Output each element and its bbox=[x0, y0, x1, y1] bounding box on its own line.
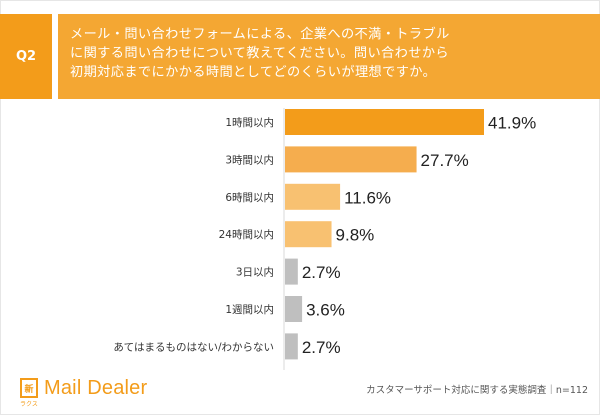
question-line-1: メール・問い合わせフォームによる、企業への不満・トラブル bbox=[70, 27, 450, 42]
category-label: 24時間以内 bbox=[219, 228, 274, 241]
question-line-2: に関する問い合わせについて教えてください。問い合わせから bbox=[70, 46, 449, 61]
bar bbox=[285, 109, 484, 135]
bar bbox=[285, 146, 417, 173]
question-text: メール・問い合わせフォームによる、企業への不満・トラブル に関する問い合わせにつ… bbox=[58, 14, 600, 99]
value-label: 9.8% bbox=[336, 226, 375, 245]
value-label: 2.7% bbox=[302, 338, 341, 357]
value-label: 41.9% bbox=[488, 114, 536, 133]
value-label: 3.6% bbox=[306, 301, 345, 320]
question-line-3: 初期対応までにかかる時間としてどのくらいが理想ですか。 bbox=[70, 65, 437, 80]
bar bbox=[285, 183, 341, 210]
bar-chart: 1時間以内 41.9% 3時間以内 27.7% 6時間以内 11.6% 24時間以内 9.8%… bbox=[113, 108, 536, 370]
bar bbox=[285, 221, 332, 248]
category-label: 6時間以内 bbox=[225, 191, 274, 204]
bar bbox=[285, 333, 298, 360]
category-label: 3時間以内 bbox=[225, 153, 274, 166]
bar bbox=[285, 258, 298, 285]
value-label: 2.7% bbox=[302, 263, 341, 282]
logo-text: Mail Dealer bbox=[44, 377, 148, 399]
category-label: 1時間以内 bbox=[225, 116, 274, 129]
question-number: Q2 bbox=[0, 14, 52, 99]
category-label: 1週間以内 bbox=[225, 303, 274, 316]
logo-subtext: ラクス bbox=[20, 401, 38, 408]
logo-mark: 新 bbox=[20, 378, 38, 398]
bar bbox=[285, 296, 303, 322]
survey-note: カスタマーサポート対応に関する実態調査｜n=112 bbox=[366, 385, 588, 396]
mail-dealer-logo: 新 ラクス Mail Dealer bbox=[20, 377, 180, 408]
value-label: 11.6% bbox=[344, 188, 391, 207]
category-label: あてはまるものはない/わからない bbox=[113, 341, 274, 353]
category-label: 3日以内 bbox=[236, 266, 274, 279]
value-label: 27.7% bbox=[421, 151, 469, 170]
question-header: Q2 メール・問い合わせフォームによる、企業への不満・トラブル に関する問い合わ… bbox=[0, 14, 600, 99]
